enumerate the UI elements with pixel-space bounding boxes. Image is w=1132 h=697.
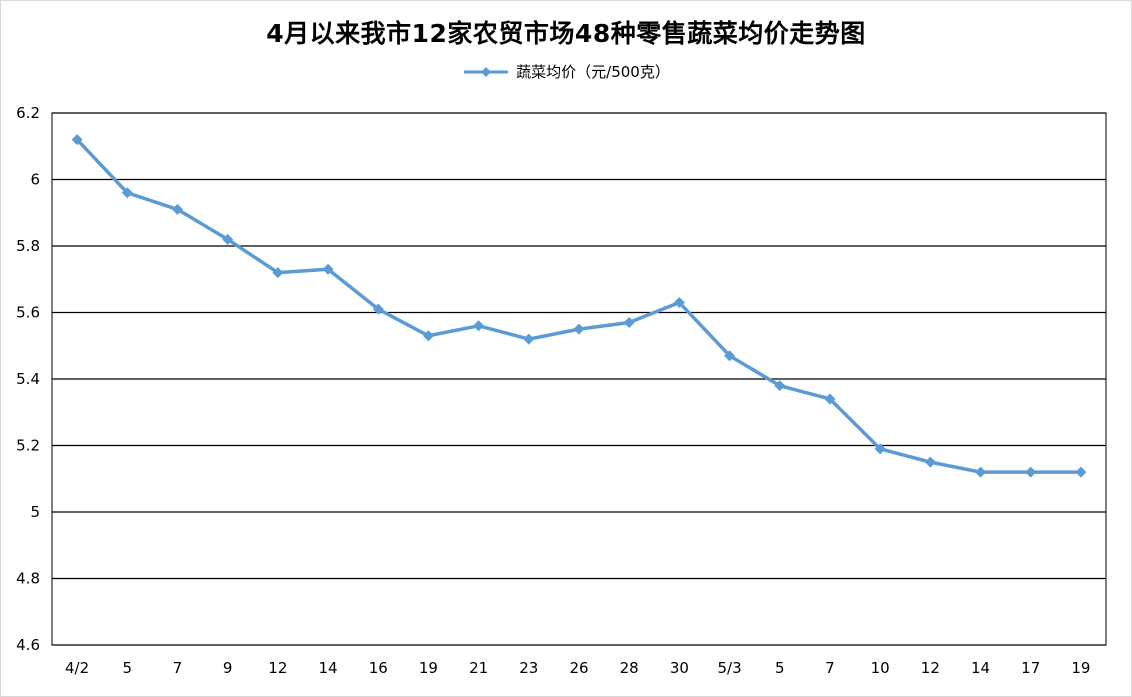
x-tick-label: 30 (670, 659, 689, 677)
data-point (372, 303, 384, 315)
x-tick-label: 5/3 (718, 659, 742, 677)
data-point (1025, 466, 1037, 478)
data-point (171, 203, 183, 215)
x-tick-label: 17 (1021, 659, 1040, 677)
data-point (573, 323, 585, 335)
x-tick-label: 26 (569, 659, 588, 677)
x-tick-label: 10 (871, 659, 890, 677)
x-tick-label: 5 (775, 659, 785, 677)
data-point (673, 297, 685, 309)
x-tick-label: 16 (369, 659, 388, 677)
y-tick-label: 4.8 (16, 570, 40, 588)
x-tick-label: 5 (123, 659, 133, 677)
data-point (121, 187, 133, 199)
data-point (924, 456, 936, 468)
x-tick-label: 21 (469, 659, 488, 677)
y-tick-label: 6.2 (16, 104, 40, 122)
data-point (874, 443, 886, 455)
x-tick-label: 12 (268, 659, 287, 677)
data-point (523, 333, 535, 345)
data-point (322, 263, 334, 275)
data-point (422, 330, 434, 342)
data-point (824, 393, 836, 405)
x-tick-label: 23 (519, 659, 538, 677)
y-tick-label: 5 (30, 503, 40, 521)
y-tick-label: 5.4 (16, 370, 40, 388)
data-point (222, 233, 234, 245)
x-tick-label: 12 (921, 659, 940, 677)
data-point (272, 267, 284, 279)
x-tick-label: 7 (825, 659, 835, 677)
data-point (473, 320, 485, 332)
data-point (71, 134, 83, 146)
data-point (724, 350, 736, 362)
data-point (975, 466, 987, 478)
x-tick-label: 7 (173, 659, 183, 677)
y-tick-label: 5.6 (16, 304, 40, 322)
x-tick-label: 9 (223, 659, 233, 677)
x-tick-label: 14 (971, 659, 990, 677)
y-tick-label: 4.6 (16, 636, 40, 654)
y-tick-label: 6 (30, 171, 40, 189)
chart-legend: 蔬菜均价（元/500克） (0, 61, 1132, 82)
x-tick-label: 14 (319, 659, 338, 677)
legend-line-marker-icon (464, 66, 509, 77)
data-point (1075, 466, 1087, 478)
data-point (623, 316, 635, 328)
y-tick-label: 5.8 (16, 237, 40, 255)
chart-title: 4月以来我市12家农贸市场48种零售蔬菜均价走势图 (266, 19, 866, 48)
legend-label: 蔬菜均价（元/500克） (516, 63, 670, 81)
series-line (75, 137, 1083, 474)
data-point (774, 380, 786, 392)
x-tick-label: 19 (419, 659, 438, 677)
x-tick-label: 19 (1071, 659, 1090, 677)
x-tick-label: 28 (620, 659, 639, 677)
x-tick-label: 4/2 (65, 659, 89, 677)
y-tick-label: 5.2 (16, 437, 40, 455)
